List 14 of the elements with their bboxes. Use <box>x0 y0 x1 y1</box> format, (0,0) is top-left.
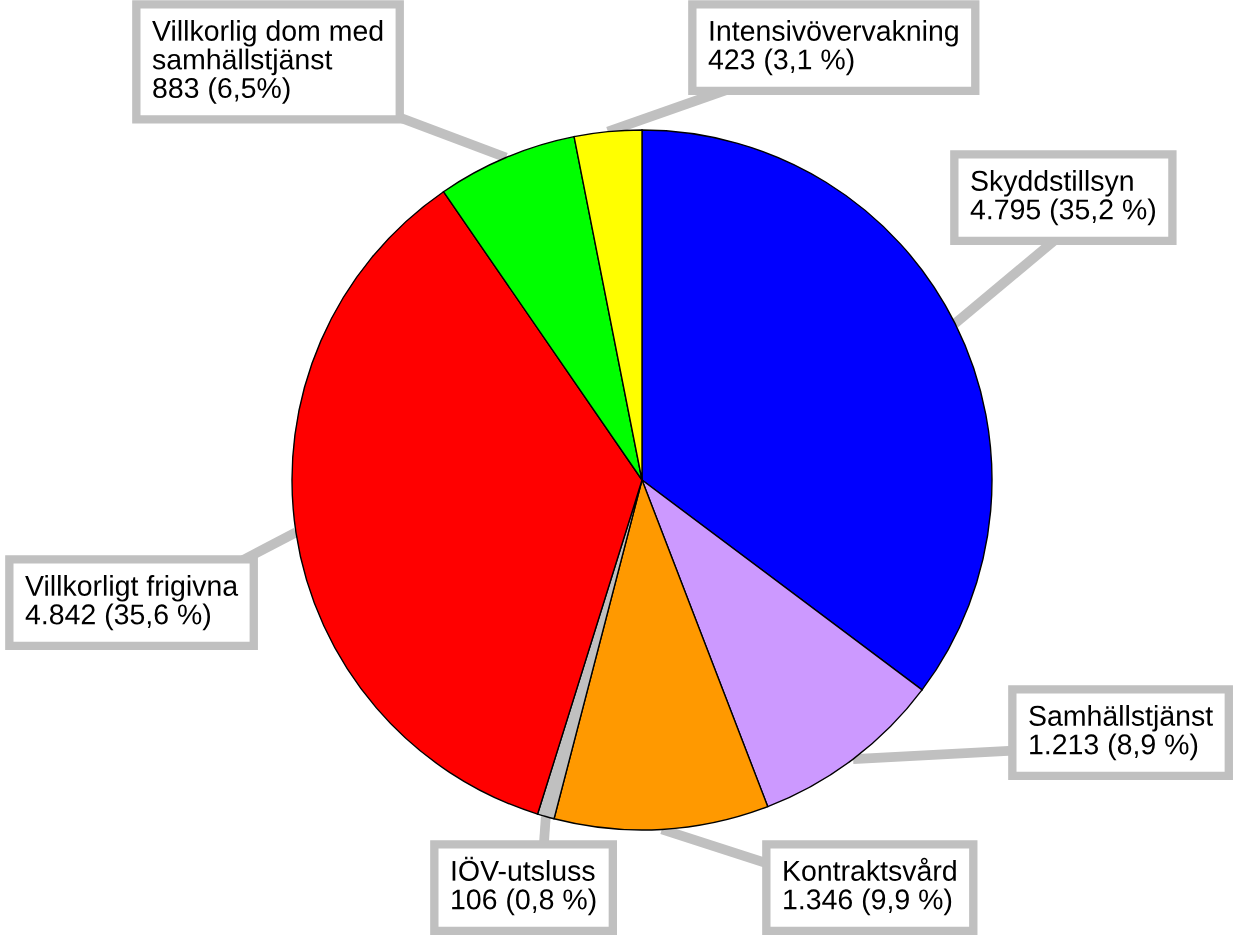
data-label: 883 (6,5%) <box>153 77 290 104</box>
data-label: 4.795 (35,2 %) <box>970 198 1155 226</box>
slice-label: Skyddstillsyn <box>971 170 1133 197</box>
slice-label: Villkorlig dom med samhällstjänst <box>152 20 383 76</box>
data-label: 423 (3,1 %) <box>708 48 854 76</box>
data-label: 4.842 (35,6 %) <box>25 603 210 631</box>
slice-label: Intensivövervakning <box>710 20 958 47</box>
data-label: 1.346 (9,9 %) <box>784 888 952 916</box>
slice-label: Villkorligt frigivna <box>25 575 239 602</box>
data-label: 106 (0,8 %) <box>452 888 596 916</box>
data-label: 1.213 (8,9 %) <box>1030 733 1198 761</box>
slice-label: Kontraktsvård <box>784 857 956 881</box>
slice-label: IÖV-utsluss <box>452 856 595 881</box>
slice-label: Samhällstjänst <box>1029 705 1213 732</box>
